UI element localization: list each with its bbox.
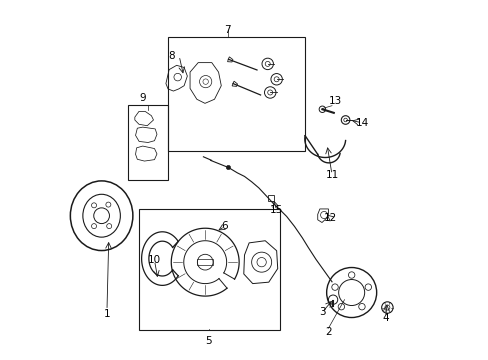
Circle shape: [226, 165, 230, 170]
Text: 5: 5: [205, 337, 212, 346]
Text: 15: 15: [269, 205, 283, 215]
Text: 14: 14: [355, 118, 368, 128]
Text: 6: 6: [221, 221, 228, 231]
Text: 1: 1: [103, 309, 110, 319]
Text: 11: 11: [325, 170, 338, 180]
Text: 7: 7: [224, 25, 230, 35]
Text: 9: 9: [139, 93, 146, 103]
Text: 8: 8: [168, 51, 175, 61]
Text: 3: 3: [318, 307, 325, 317]
Text: 2: 2: [325, 327, 331, 337]
Text: 13: 13: [328, 96, 342, 107]
Text: 12: 12: [323, 212, 336, 222]
Text: 4: 4: [382, 312, 388, 323]
Text: 10: 10: [147, 255, 161, 265]
